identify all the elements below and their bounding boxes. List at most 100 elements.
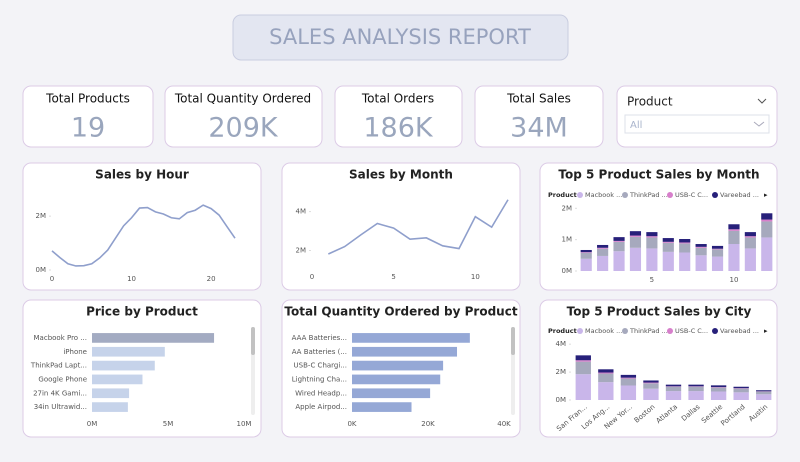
bar-segment: [620, 378, 637, 386]
bar-segment: [679, 252, 691, 271]
y-tick-label: 0M: [36, 266, 47, 274]
bar-segment: [629, 231, 642, 236]
kpi-value: 19: [71, 113, 105, 144]
bar-segment: [575, 355, 591, 361]
legend-label: ThinkPad ...: [629, 327, 668, 335]
bar: [352, 360, 444, 371]
line-series: [51, 204, 236, 267]
kpi-value: 209K: [208, 113, 279, 144]
chart-panel: [281, 162, 521, 291]
bar-segment: [597, 248, 609, 256]
y-tick-label: iPhone: [63, 348, 87, 356]
kpi-card: [334, 85, 463, 148]
bar-segment: [728, 224, 740, 230]
y-tick-label: Macbook Pro ...: [34, 334, 87, 342]
x-tick-label: 0K: [347, 420, 356, 428]
legend-swatch: [577, 192, 583, 198]
bar-segment: [744, 237, 756, 249]
kpi-card: [164, 85, 323, 148]
title-box: [232, 14, 569, 61]
bar-segment: [744, 248, 756, 271]
chart-panel: [539, 299, 778, 438]
filter-chevron[interactable]: [757, 98, 767, 104]
bar-segment: [662, 238, 674, 242]
scrollbar-thumb[interactable]: [511, 327, 515, 355]
bar-segment: [575, 360, 591, 362]
x-tick-label: 10: [471, 273, 480, 281]
legend-label: Macbook ...: [585, 191, 622, 199]
bar-segment: [629, 236, 642, 248]
bar-segment: [761, 213, 773, 220]
bar-segment: [613, 251, 625, 271]
bar-segment: [665, 391, 682, 400]
legend-title: Product: [548, 327, 577, 335]
bar-segment: [629, 235, 642, 237]
y-tick-label: ThinkPad Lapt...: [30, 362, 87, 370]
bar: [92, 374, 143, 385]
bar-segment: [620, 385, 637, 400]
bar-segment: [643, 382, 659, 384]
bar-segment: [711, 245, 724, 249]
kpi-value: 186K: [363, 113, 434, 144]
legend-swatch: [622, 328, 628, 334]
bar-segment: [580, 258, 592, 271]
bar-segment: [695, 255, 707, 271]
bar-segment: [728, 229, 740, 231]
filter-value: All: [630, 120, 642, 131]
chart-panel: [22, 162, 262, 291]
legend-label: USB-C C...: [675, 191, 708, 199]
scrollbar-thumb[interactable]: [251, 327, 255, 355]
bar-segment: [613, 237, 625, 241]
legend-next[interactable]: ▸: [764, 191, 768, 199]
legend-label: ThinkPad ...: [629, 191, 668, 199]
x-tick-label: 0: [310, 273, 314, 281]
bar-segment: [598, 382, 614, 400]
bar-segment: [597, 247, 609, 249]
bar-segment: [688, 386, 704, 392]
bar-segment: [629, 247, 642, 271]
bar-segment: [695, 247, 707, 256]
bar-segment: [620, 377, 637, 379]
bar-segment: [695, 246, 707, 248]
bar-segment: [695, 244, 707, 247]
bar: [92, 388, 130, 399]
legend-swatch: [712, 328, 718, 334]
bar-segment: [728, 244, 740, 271]
bar: [92, 402, 128, 412]
chart-title: Sales by Hour: [95, 168, 189, 182]
y-tick-label: AA Batteries (...: [292, 348, 347, 356]
filter-dropdown[interactable]: [624, 114, 770, 134]
bar-segment: [688, 384, 704, 387]
y-tick-label: Wired Headp...: [295, 389, 347, 397]
bar-segment: [756, 390, 772, 392]
bar-segment: [646, 236, 658, 238]
filter-label: Product: [627, 95, 673, 109]
bar-segment: [646, 248, 658, 271]
dropdown-chevron[interactable]: [753, 121, 765, 127]
bar: [92, 333, 215, 343]
bar-segment: [598, 373, 614, 383]
y-tick-label: USB-C Chargi...: [294, 362, 347, 370]
bar-segment: [679, 242, 691, 244]
x-tick-label: 5: [391, 273, 395, 281]
kpi-card: [474, 85, 604, 148]
y-tick-label: 4M: [296, 208, 307, 216]
bar-segment: [662, 242, 674, 252]
bar: [352, 402, 412, 412]
bar-segment: [744, 232, 756, 237]
y-tick-label: 27in 4K Gami...: [33, 389, 87, 397]
bar-segment: [620, 374, 637, 378]
legend-label: Vareebad ...: [720, 327, 759, 335]
chart-title: Sales by Month: [349, 168, 453, 182]
bar-segment: [646, 232, 658, 237]
y-tick-label: Lightning Cha...: [292, 375, 347, 383]
kpi-value: 34M: [510, 113, 568, 144]
kpi-label: Total Products: [45, 92, 130, 106]
legend-swatch: [667, 328, 673, 334]
bar-segment: [761, 237, 773, 271]
chart-title: Price by Product: [86, 305, 198, 319]
bar-segment: [744, 236, 756, 238]
legend-next[interactable]: ▸: [764, 327, 768, 335]
bar-segment: [688, 391, 704, 400]
bar-segment: [662, 241, 674, 243]
